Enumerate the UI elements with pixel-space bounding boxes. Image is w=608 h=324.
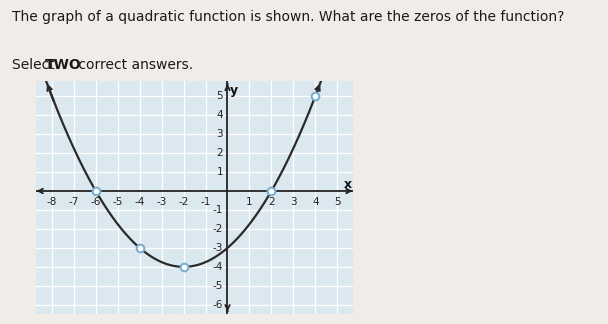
Text: TWO: TWO <box>44 58 81 72</box>
Text: -2: -2 <box>213 224 223 234</box>
Text: -6: -6 <box>213 300 223 310</box>
Text: 5: 5 <box>216 91 223 101</box>
Text: 2: 2 <box>216 148 223 158</box>
Text: -6: -6 <box>91 197 101 207</box>
Text: 4: 4 <box>312 197 319 207</box>
Text: -1: -1 <box>201 197 211 207</box>
Text: correct answers.: correct answers. <box>74 58 193 72</box>
Text: -4: -4 <box>134 197 145 207</box>
Text: Select: Select <box>12 58 60 72</box>
Text: 5: 5 <box>334 197 340 207</box>
Text: 3: 3 <box>290 197 297 207</box>
Text: -5: -5 <box>213 281 223 291</box>
Text: 3: 3 <box>216 129 223 139</box>
Text: The graph of a quadratic function is shown. What are the zeros of the function?: The graph of a quadratic function is sho… <box>12 10 565 24</box>
Text: -4: -4 <box>213 262 223 272</box>
Text: 2: 2 <box>268 197 275 207</box>
Text: 1: 1 <box>216 167 223 177</box>
Text: x: x <box>344 178 351 191</box>
Text: -3: -3 <box>213 243 223 253</box>
Text: -5: -5 <box>112 197 123 207</box>
Text: 4: 4 <box>216 110 223 120</box>
Text: -2: -2 <box>178 197 188 207</box>
Text: y: y <box>230 84 238 97</box>
Text: 1: 1 <box>246 197 253 207</box>
Text: -8: -8 <box>47 197 57 207</box>
Text: -3: -3 <box>156 197 167 207</box>
Text: -7: -7 <box>69 197 79 207</box>
Text: -1: -1 <box>213 205 223 215</box>
